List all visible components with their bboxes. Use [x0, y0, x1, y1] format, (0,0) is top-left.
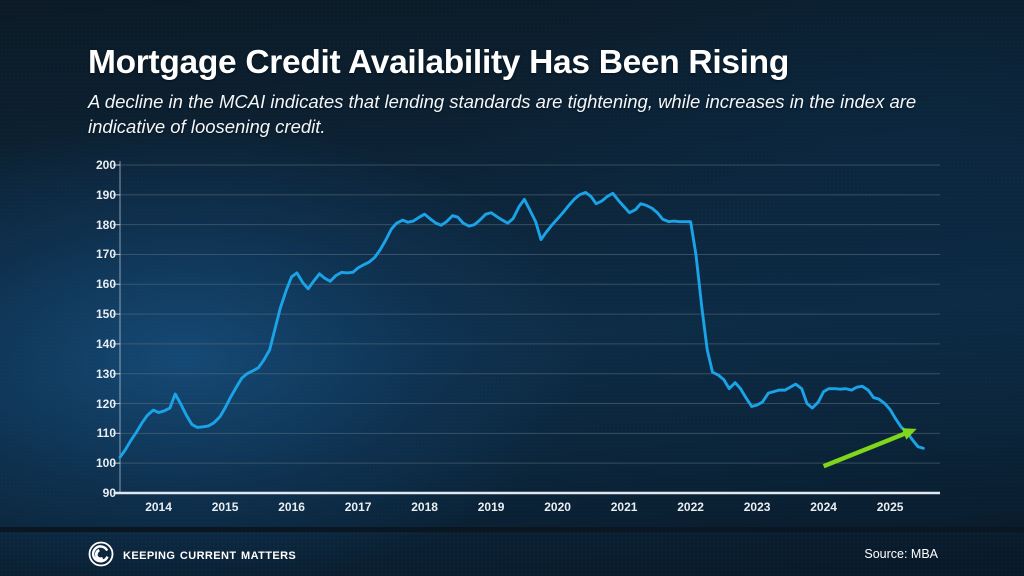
y-tick-label: 170	[95, 247, 116, 262]
x-tick-label: 2021	[610, 500, 638, 514]
footer-bar: Keeping Current Matters Source: MBA	[0, 532, 1024, 576]
y-tick-label: 140	[95, 336, 116, 351]
brand-name: Keeping Current Matters	[123, 545, 297, 563]
series-line-0	[118, 190, 925, 459]
x-tick-label: 2016	[278, 500, 305, 514]
x-tick-label: 2017	[344, 500, 372, 514]
y-tick-label: 150	[95, 307, 116, 322]
y-tick-label: 180	[95, 217, 116, 232]
y-tick-label: 200	[95, 158, 116, 172]
upward-trend-arrow-shaft	[822, 430, 909, 469]
x-tick-label: 2025	[876, 500, 904, 514]
source-attribution: Source: MBA	[864, 547, 938, 561]
chart-annotations	[822, 428, 917, 469]
kcm-spiral-logo-icon	[88, 541, 114, 567]
chart-series	[118, 190, 925, 459]
x-tick-label: 2014	[145, 500, 172, 514]
x-tick-label: 2018	[411, 500, 438, 514]
y-tick-label: 120	[95, 396, 116, 411]
upward-trend-arrow-head	[901, 428, 917, 440]
y-tick-label: 100	[95, 456, 116, 471]
footer-divider	[0, 527, 1024, 532]
chart-gridlines	[120, 164, 940, 464]
x-tick-label: 2024	[810, 500, 837, 514]
x-tick-label: 2023	[743, 500, 771, 514]
chart-axes	[113, 161, 940, 495]
y-tick-label: 130	[95, 366, 116, 381]
x-tick-label: 2015	[211, 500, 239, 514]
y-tick-label: 90	[102, 486, 116, 500]
x-tick-label: 2019	[477, 500, 505, 514]
y-tick-label: 160	[95, 277, 116, 292]
brand-lockup: Keeping Current Matters	[88, 541, 296, 567]
x-tick-label: 2020	[544, 500, 571, 514]
y-tick-label: 110	[96, 426, 116, 441]
y-axis-labels: 90 100 110 120 130 140 150 160 170 180 190 200	[76, 0, 116, 576]
y-tick-label: 190	[95, 187, 116, 202]
x-tick-label: 2022	[677, 500, 704, 514]
page-title: Mortgage Credit Availability Has Been Ri…	[88, 44, 789, 81]
page-subtitle: A decline in the MCAI indicates that len…	[88, 91, 917, 137]
